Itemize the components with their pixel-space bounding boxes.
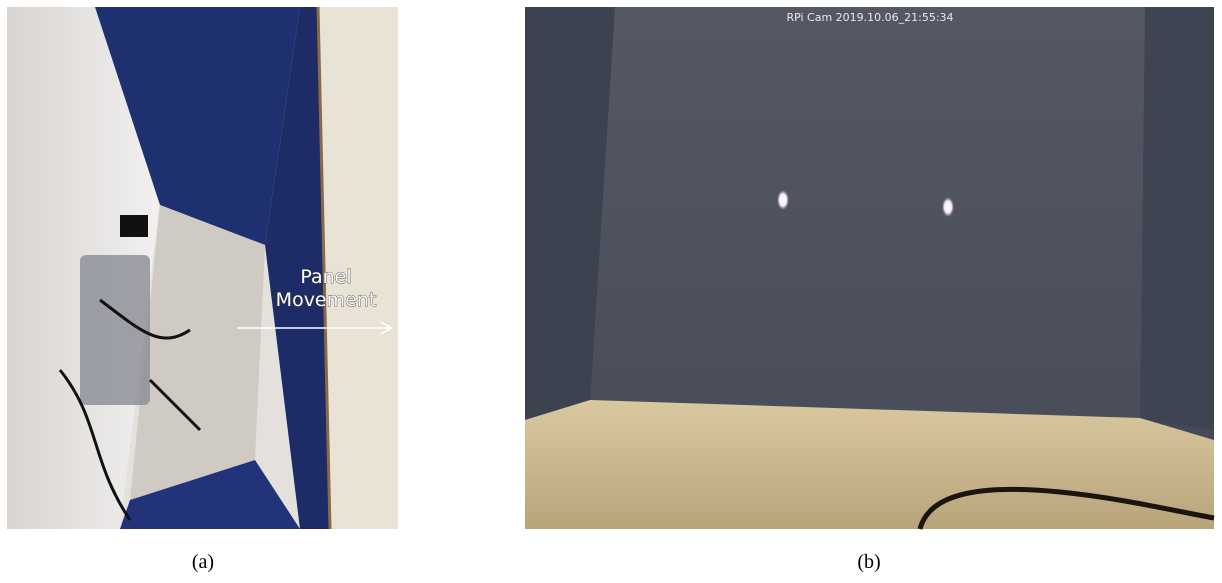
photo-b: RPi Cam 2019.10.06_21:55:34 <box>525 7 1214 529</box>
figure: Panel Movement RPi Cam 2019.10.06_21:55:… <box>0 0 1222 583</box>
photo-a: Panel Movement <box>7 7 398 529</box>
annotation: Movement <box>276 289 377 311</box>
annotation: Panel <box>300 266 351 288</box>
caption: (a) <box>192 551 214 573</box>
overlay-timestamp: RPi Cam 2019.10.06_21:55:34 <box>786 11 953 24</box>
page: Panel Movement RPi Cam 2019.10.06_21:55:… <box>0 0 1222 583</box>
caption: (b) <box>857 551 880 573</box>
